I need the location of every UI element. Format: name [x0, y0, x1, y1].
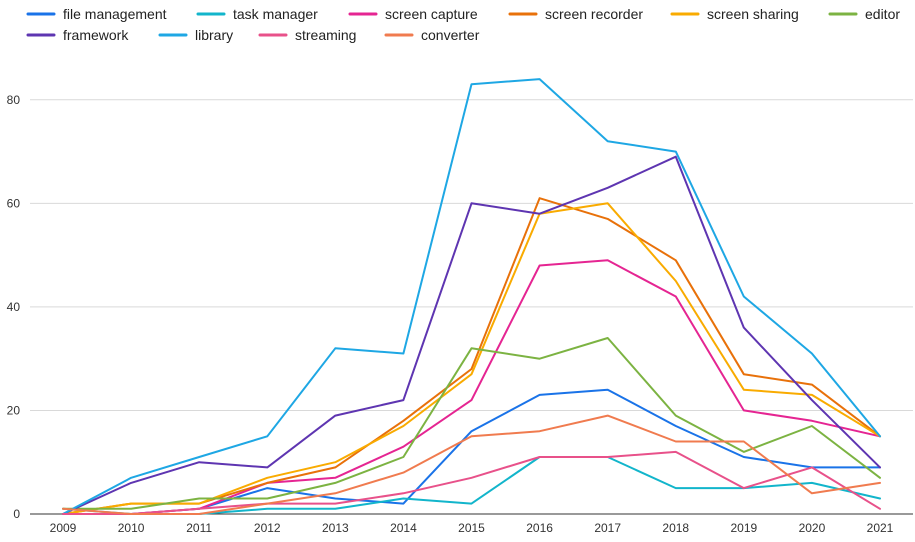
series-line-screen-sharing [62, 202, 881, 515]
series-line-converter [62, 414, 881, 515]
legend-label: editor [865, 6, 900, 22]
x-tick-label: 2019 [730, 521, 757, 535]
x-tick-label: 2018 [662, 521, 689, 535]
x-tick-label: 2014 [390, 521, 417, 535]
x-tick-label: 2021 [867, 521, 894, 535]
series-line-screen-capture [62, 259, 881, 515]
legend-label: converter [421, 27, 480, 43]
legend-item-converter: converter [384, 27, 480, 43]
legend-label: framework [63, 27, 129, 43]
x-tick-label: 2017 [594, 521, 621, 535]
axes: 0 20 40 60 80 2009 2010 2011 2012 2013 2014 2015 201… [7, 93, 913, 535]
legend-label: task manager [233, 6, 318, 22]
x-tick-label: 2016 [526, 521, 553, 535]
x-tick-label: 2015 [458, 521, 485, 535]
legend-label: file management [63, 6, 167, 22]
legend-label: screen recorder [545, 6, 643, 22]
legend-label: streaming [295, 27, 356, 43]
legend-label: screen capture [385, 6, 478, 22]
series-lines [62, 78, 881, 515]
legend-label: screen sharing [707, 6, 799, 22]
legend-item-editor: editor [828, 6, 900, 22]
x-tick-label: 2020 [799, 521, 826, 535]
legend-label: library [195, 27, 233, 43]
series-line-streaming [62, 450, 881, 515]
y-tick-label: 80 [7, 93, 21, 107]
x-tick-label: 2011 [186, 521, 212, 535]
legend-item-screen-sharing: screen sharing [670, 6, 799, 22]
legend: file management task manager screen captur… [26, 6, 900, 43]
y-tick-label: 0 [13, 507, 20, 521]
x-tick-label: 2013 [322, 521, 349, 535]
series-line-framework [62, 155, 881, 515]
legend-item-framework: framework [26, 27, 129, 43]
x-tick-label: 2010 [118, 521, 145, 535]
y-tick-label: 40 [7, 300, 21, 314]
x-tick-label: 2009 [50, 521, 77, 535]
legend-item-streaming: streaming [258, 27, 356, 43]
y-tick-label: 60 [7, 196, 21, 210]
legend-item-file-management: file management [26, 6, 167, 22]
legend-item-library: library [158, 27, 233, 43]
series-line-editor [62, 337, 881, 510]
legend-item-screen-recorder: screen recorder [508, 6, 643, 22]
legend-item-screen-capture: screen capture [348, 6, 478, 22]
y-tick-label: 20 [7, 403, 21, 417]
series-line-library [62, 78, 881, 515]
x-tick-label: 2012 [254, 521, 281, 535]
gridlines [30, 99, 913, 411]
legend-item-task-manager: task manager [196, 6, 318, 22]
